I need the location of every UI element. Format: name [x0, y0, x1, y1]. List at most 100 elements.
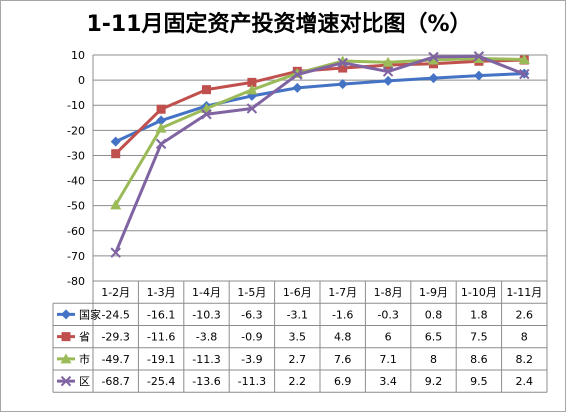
data-label: -6.3	[241, 308, 262, 321]
data-label: -13.6	[192, 375, 220, 388]
data-point	[338, 63, 348, 73]
data-point	[202, 85, 211, 95]
data-label: -49.7	[101, 353, 129, 366]
data-label: -24.5	[101, 308, 129, 321]
y-tick-label: -80	[67, 275, 85, 288]
data-label: 8.2	[516, 353, 534, 366]
data-point	[382, 56, 394, 67]
x-tick-label: 1-3月	[147, 286, 176, 299]
data-label: -16.1	[147, 308, 175, 321]
data-label: 6.9	[334, 375, 352, 388]
data-point	[473, 70, 484, 81]
data-label: 6.5	[425, 331, 443, 344]
data-point-stroke	[519, 68, 530, 80]
data-label: 8	[521, 331, 528, 344]
x-tick-label: 1-2月	[101, 286, 130, 299]
legend-label: 国家	[79, 307, 101, 321]
data-label: 4.8	[334, 331, 352, 344]
legend-marker	[61, 309, 71, 320]
y-tick-label: 10	[71, 49, 85, 62]
data-point-stroke	[201, 109, 212, 120]
data-point-stroke	[473, 51, 485, 62]
x-tick-label: 1-10月	[461, 286, 497, 299]
data-label: 7.1	[379, 353, 397, 366]
x-tick-label: 1-4月	[192, 286, 221, 299]
data-label: 8.6	[470, 353, 488, 366]
data-label: 0.8	[425, 308, 443, 321]
data-label: -11.3	[192, 353, 220, 366]
data-label: -0.3	[377, 308, 398, 321]
data-label: -3.8	[196, 331, 217, 344]
data-point-stroke	[428, 51, 439, 63]
series-line	[115, 72, 525, 143]
data-point-stroke	[246, 103, 258, 114]
data-point	[111, 149, 121, 159]
data-point	[110, 247, 121, 258]
y-tick-label: -30	[67, 149, 85, 162]
data-label: 3.5	[289, 331, 307, 344]
data-point	[156, 104, 166, 114]
data-point	[156, 115, 167, 126]
data-point	[519, 68, 530, 80]
grid-layer	[92, 54, 548, 282]
data-point	[110, 136, 121, 147]
data-point	[246, 103, 258, 114]
data-point	[428, 51, 439, 63]
data-point	[337, 57, 348, 68]
series-layer	[110, 51, 530, 258]
data-point	[473, 53, 485, 64]
data-label: 7.5	[470, 331, 488, 344]
data-label: -11.3	[238, 375, 266, 388]
data-point	[428, 73, 439, 84]
x-tick-label: 1-7月	[328, 286, 357, 299]
data-point	[382, 66, 394, 77]
data-label: -19.1	[147, 353, 175, 366]
y-tick-label: -10	[67, 99, 85, 112]
data-point	[292, 82, 303, 93]
data-label: 8	[430, 353, 437, 366]
legend-label: 市	[79, 352, 90, 366]
data-point-stroke	[292, 69, 303, 80]
data-point-stroke	[155, 138, 167, 150]
data-label: -11.6	[147, 331, 175, 344]
y-tick-label: -50	[67, 200, 85, 213]
data-label: 7.6	[334, 353, 352, 366]
data-point-stroke	[110, 247, 121, 258]
legend-marker	[61, 332, 71, 342]
x-tick-label: 1-8月	[374, 286, 403, 299]
y-tick-label: -60	[67, 225, 85, 238]
chart-title: 1-11月固定资产投资增速对比图（%）	[86, 11, 471, 37]
data-point	[292, 69, 303, 80]
data-label: 1.8	[470, 308, 488, 321]
y-tick-label: -70	[67, 250, 85, 263]
data-label: 2.7	[289, 353, 307, 366]
data-point	[518, 54, 530, 65]
legend-marker	[60, 353, 72, 364]
data-label: -25.4	[147, 375, 175, 388]
data-point	[155, 122, 167, 133]
series-line	[114, 54, 525, 254]
data-label: 6	[385, 331, 392, 344]
data-label: -68.7	[101, 375, 129, 388]
data-point-stroke	[337, 57, 348, 68]
data-point	[110, 199, 122, 210]
data-label: 9.5	[470, 375, 488, 388]
data-point-stroke	[382, 66, 394, 77]
data-label: -1.6	[332, 308, 353, 321]
legend-marker	[60, 375, 72, 387]
x-tick-label: 1-9月	[419, 286, 448, 299]
data-point	[428, 54, 439, 65]
data-label: -3.1	[287, 308, 308, 321]
data-label: 3.4	[379, 375, 397, 388]
data-point	[201, 109, 212, 120]
data-point	[247, 77, 257, 87]
series-line	[114, 58, 525, 155]
y-tick-label: -20	[67, 124, 85, 137]
x-tick-label: 1-5月	[237, 286, 266, 299]
data-label: 2.4	[516, 375, 534, 388]
data-label: 2.6	[516, 308, 534, 321]
legend-marker-stroke	[60, 375, 72, 387]
legend-label: 区	[79, 375, 90, 388]
